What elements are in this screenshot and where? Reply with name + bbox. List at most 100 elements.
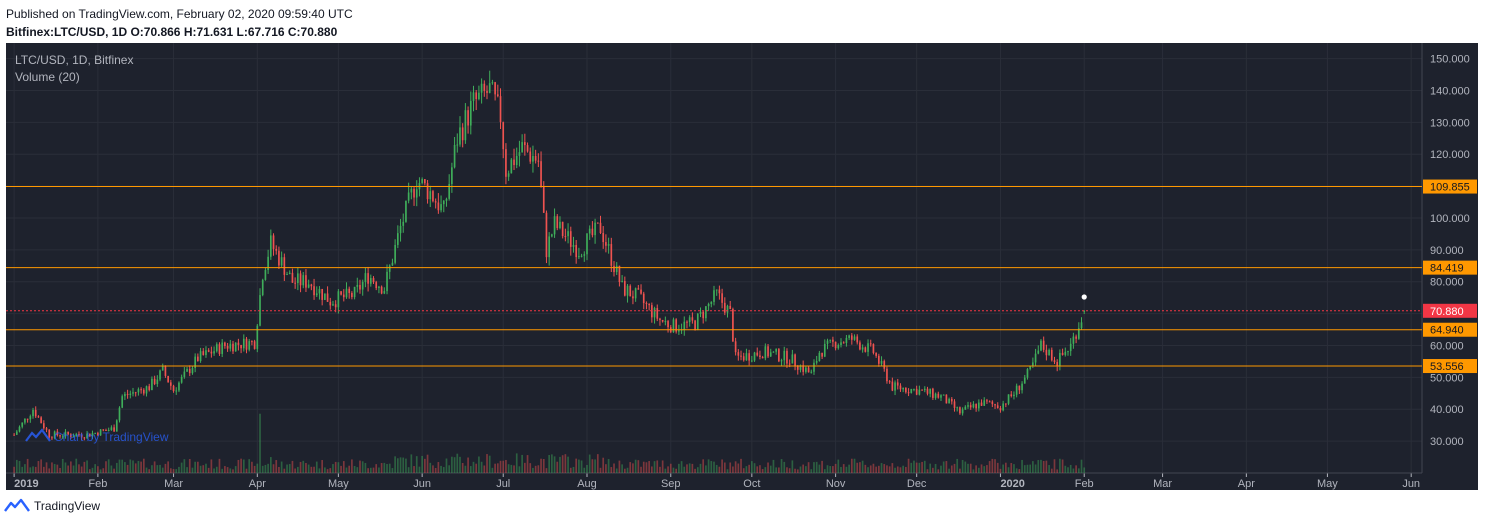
candle-body [761, 356, 764, 359]
volume-bar [167, 461, 169, 473]
candle-body [637, 288, 640, 290]
candle-body [986, 400, 988, 402]
candle-body [94, 432, 97, 434]
volume-bar [224, 466, 226, 473]
price-chart[interactable]: 30.00040.00050.00060.00070.00080.00090.0… [6, 43, 1478, 490]
volume-bar [99, 469, 102, 473]
volume-bar [315, 461, 318, 473]
candle-body [480, 83, 483, 93]
candle-body [18, 426, 21, 432]
candle-body [837, 345, 840, 349]
volume-bar [461, 463, 464, 473]
volume-bar [907, 458, 910, 473]
volume-bar [405, 458, 407, 473]
candle-body [1061, 352, 1064, 355]
candle-body [683, 321, 686, 330]
candle-body [686, 321, 688, 323]
volume-bar [656, 460, 659, 473]
volume-bar [937, 469, 940, 473]
volume-bar [399, 457, 402, 473]
y-tick-label: 150.000 [1430, 54, 1470, 66]
candle-body [197, 356, 199, 362]
volume-bar [894, 467, 896, 473]
candle-body [461, 127, 464, 141]
x-tick-label: Feb [88, 478, 107, 490]
volume-bar [834, 463, 837, 473]
volume-bar [280, 461, 283, 473]
candle-body [791, 354, 794, 364]
candle-body [70, 434, 72, 437]
candle-body [399, 225, 402, 234]
candle-body [1048, 349, 1050, 356]
candle-body [821, 352, 823, 357]
volume-bar [823, 469, 826, 473]
volume-bar [242, 459, 245, 473]
candle-body [229, 343, 232, 349]
y-tick-label: 90.000 [1430, 245, 1464, 257]
x-tick-label: Jun [413, 478, 431, 490]
volume-bar [705, 465, 707, 473]
candle-body [232, 343, 234, 352]
candle-body [1083, 310, 1086, 312]
volume-bar [778, 467, 780, 473]
candle-body [115, 420, 118, 432]
volume-bar [691, 463, 694, 473]
volume-bar [286, 464, 288, 473]
volume-bar [1040, 459, 1042, 473]
candle-body [42, 423, 45, 429]
volume-bar [913, 460, 915, 473]
volume-bar [1007, 467, 1010, 473]
candle-body [1075, 336, 1077, 339]
candle-body [515, 155, 518, 166]
volume-bar [972, 469, 975, 473]
candle-body [129, 393, 132, 395]
candle-body [896, 382, 899, 386]
candle-body [415, 189, 418, 198]
volume-bar [726, 469, 729, 473]
candle-body [1077, 328, 1080, 339]
volume-bar [623, 468, 626, 473]
chart-area[interactable]: 30.00040.00050.00060.00070.00080.00090.0… [6, 43, 1478, 490]
volume-bar [426, 454, 429, 473]
volume-bar [445, 458, 448, 473]
volume-bar [272, 464, 275, 473]
volume-bar [29, 467, 32, 473]
volume-bar [499, 460, 502, 473]
volume-bar [675, 468, 678, 473]
candle-body [383, 291, 386, 294]
volume-bar [1059, 458, 1061, 473]
volume-bar [475, 463, 478, 473]
candle-body [537, 160, 540, 162]
volume-bar [505, 459, 507, 473]
candle-body [713, 290, 715, 302]
candle-body [137, 389, 140, 393]
candle-body [605, 242, 607, 246]
candle-body [548, 236, 550, 258]
chart-header: Published on TradingView.com, February 0… [6, 5, 353, 41]
candle-body [178, 382, 180, 391]
volume-bar [918, 462, 921, 473]
volume-bar [126, 464, 129, 473]
volume-bar [88, 469, 91, 473]
candle-body [867, 343, 869, 352]
candle-body [124, 393, 126, 397]
watermark-logo-icon [25, 428, 51, 442]
candle-body [1067, 351, 1069, 353]
candle-body [753, 352, 756, 361]
candle-body [826, 340, 829, 344]
candle-body [632, 296, 634, 299]
volume-bar [880, 463, 883, 473]
volume-bar [651, 466, 653, 473]
volume-bar [137, 460, 140, 473]
volume-bar [215, 466, 218, 473]
volume-bar [388, 463, 391, 473]
candle-body [734, 341, 737, 353]
volume-bar [424, 458, 426, 473]
volume-bar [945, 461, 948, 473]
candle-body [1015, 385, 1018, 395]
volume-bar [359, 460, 361, 473]
volume-bar [210, 459, 213, 473]
candle-body [699, 311, 702, 314]
candle-body [429, 191, 432, 200]
volume-bar [21, 466, 24, 473]
